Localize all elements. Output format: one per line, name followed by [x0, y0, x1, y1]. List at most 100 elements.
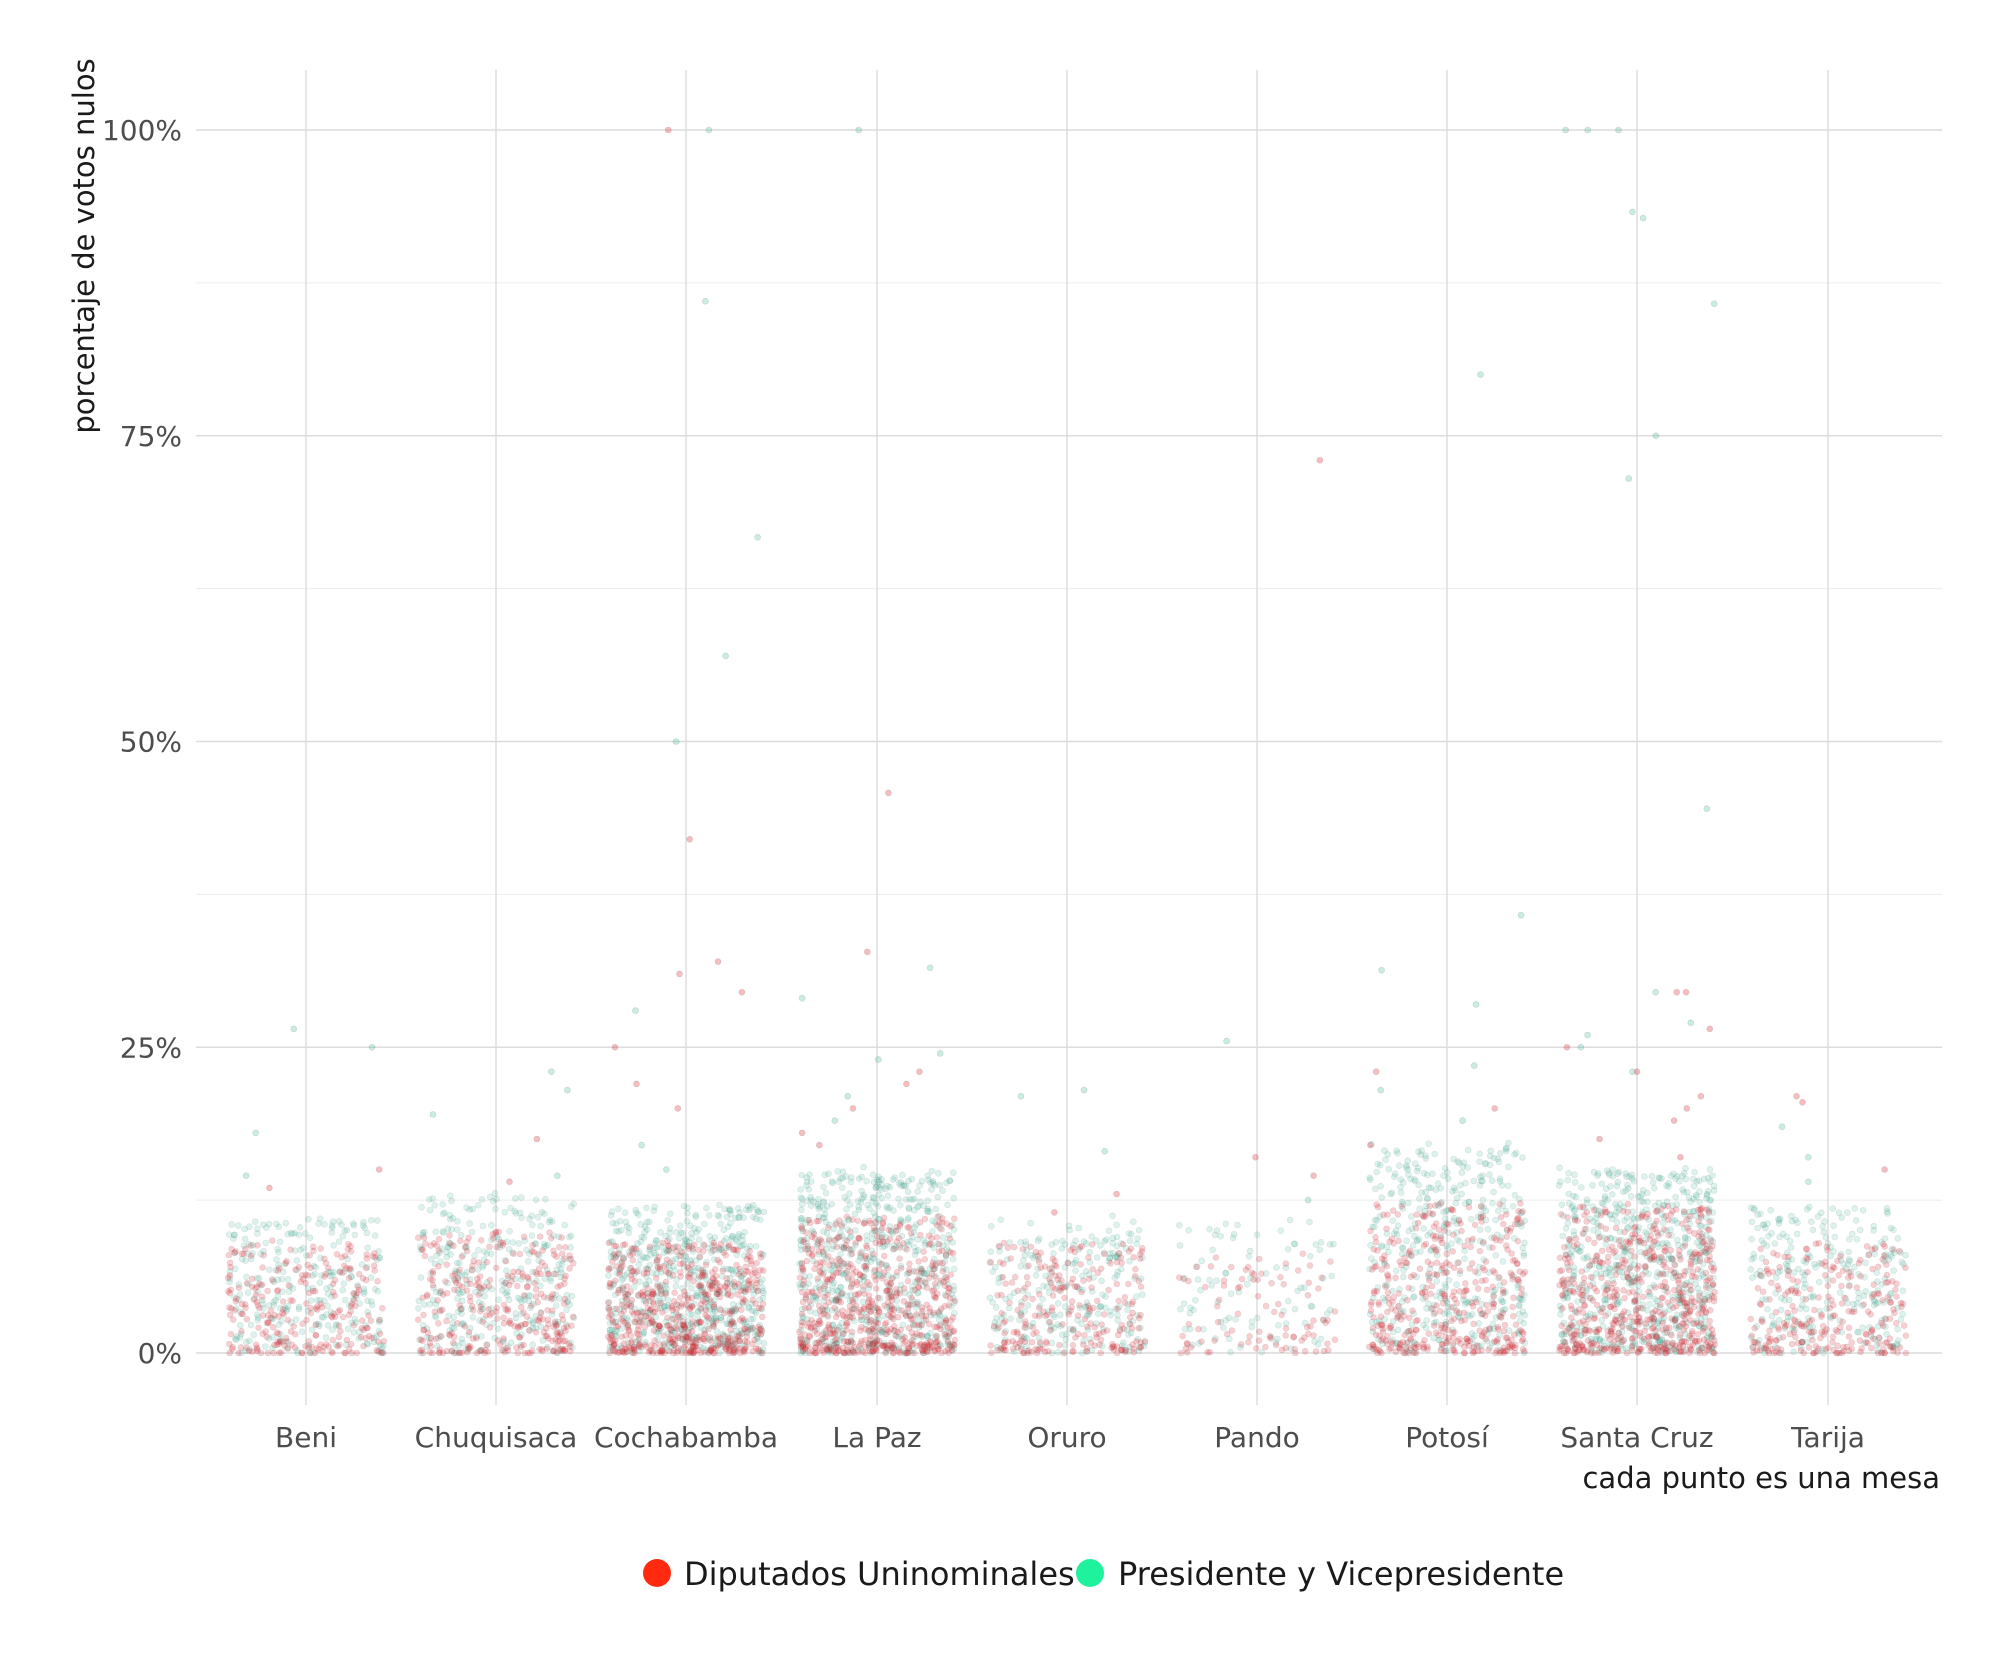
data-point: [1703, 1192, 1711, 1199]
data-point: [241, 1225, 248, 1233]
data-point: [235, 1296, 242, 1304]
data-point: [457, 1306, 465, 1313]
data-point: [518, 1194, 525, 1201]
data-point: [1024, 1302, 1032, 1309]
data-point: [457, 1232, 465, 1239]
data-point: [676, 1334, 684, 1342]
data-point: [355, 1270, 363, 1278]
data-point: [553, 1322, 560, 1330]
data-point: [563, 1298, 571, 1306]
data-point: [915, 1258, 923, 1265]
data-point: [1835, 1209, 1843, 1217]
data-point: [740, 1325, 748, 1332]
data-point: [429, 1267, 437, 1275]
data-point: [688, 1234, 696, 1242]
data-point: [796, 1274, 804, 1281]
data-point: [1812, 1264, 1819, 1271]
data-point-outlier: [1615, 126, 1622, 134]
data-point: [347, 1248, 355, 1255]
data-point: [929, 1217, 936, 1225]
data-point: [916, 1231, 924, 1239]
data-point: [328, 1293, 335, 1301]
data-point: [798, 1171, 806, 1179]
data-point: [356, 1328, 363, 1336]
data-point: [570, 1200, 578, 1207]
data-point: [1328, 1272, 1335, 1280]
data-point: [375, 1327, 383, 1335]
data-point: [1415, 1236, 1423, 1243]
data-point: [1520, 1250, 1527, 1257]
data-point: [922, 1316, 930, 1323]
data-point: [1448, 1240, 1455, 1247]
data-point: [885, 1293, 892, 1301]
data-point: [345, 1311, 353, 1319]
data-point: [482, 1286, 490, 1293]
data-point: [1762, 1224, 1769, 1232]
data-point: [1495, 1207, 1502, 1215]
data-point: [340, 1268, 348, 1275]
data-point: [757, 1331, 764, 1338]
data-point: [465, 1331, 473, 1339]
data-point: [861, 1290, 868, 1297]
data-point: [855, 1203, 862, 1211]
data-point: [371, 1254, 379, 1261]
data-point: [458, 1297, 466, 1305]
data-point: [361, 1224, 368, 1232]
data-point: [733, 1332, 741, 1340]
data-point: [245, 1347, 253, 1355]
data-point: [473, 1333, 480, 1340]
data-point: [313, 1320, 320, 1328]
data-point: [237, 1309, 244, 1316]
data-point: [547, 1293, 555, 1301]
data-point: [943, 1332, 951, 1340]
data-point: [895, 1195, 902, 1203]
data-point: [709, 1247, 717, 1254]
data-point: [701, 1289, 709, 1297]
data-point: [251, 1218, 259, 1225]
data-point: [722, 1338, 730, 1345]
data-point: [437, 1289, 444, 1297]
data-point: [742, 1344, 750, 1351]
data-point: [611, 1347, 619, 1354]
data-point: [489, 1198, 497, 1205]
data-point: [950, 1215, 958, 1223]
data-point: [306, 1234, 314, 1242]
data-point: [432, 1288, 440, 1296]
data-point: [1511, 1151, 1518, 1158]
data-point: [614, 1322, 622, 1330]
data-point: [493, 1233, 501, 1241]
data-point: [299, 1244, 307, 1252]
data-point: [1072, 1237, 1079, 1244]
data-point: [329, 1272, 336, 1279]
data-point: [757, 1325, 765, 1333]
data-point: [528, 1212, 536, 1219]
data-point: [946, 1235, 954, 1242]
data-point: [283, 1258, 290, 1265]
data-point: [1285, 1297, 1292, 1305]
data-point: [538, 1346, 546, 1353]
data-point: [313, 1345, 320, 1352]
data-point: [257, 1250, 265, 1258]
data-point: [637, 1238, 645, 1246]
data-point: [426, 1349, 434, 1356]
data-point: [623, 1223, 631, 1230]
data-point: [305, 1342, 313, 1349]
data-point: [1764, 1305, 1771, 1313]
data-point: [1410, 1293, 1418, 1300]
data-point: [259, 1312, 267, 1319]
data-point: [226, 1278, 233, 1286]
data-point: [908, 1175, 916, 1183]
data-point: [294, 1349, 302, 1357]
data-point: [304, 1285, 312, 1292]
data-point: [558, 1311, 566, 1319]
data-point: [646, 1243, 654, 1251]
data-point: [689, 1311, 696, 1318]
data-point: [653, 1349, 661, 1357]
data-point: [226, 1268, 234, 1275]
data-point: [354, 1281, 361, 1289]
data-point: [1399, 1245, 1407, 1252]
data-point: [289, 1285, 297, 1292]
data-point: [813, 1349, 820, 1357]
data-point: [875, 1191, 882, 1199]
